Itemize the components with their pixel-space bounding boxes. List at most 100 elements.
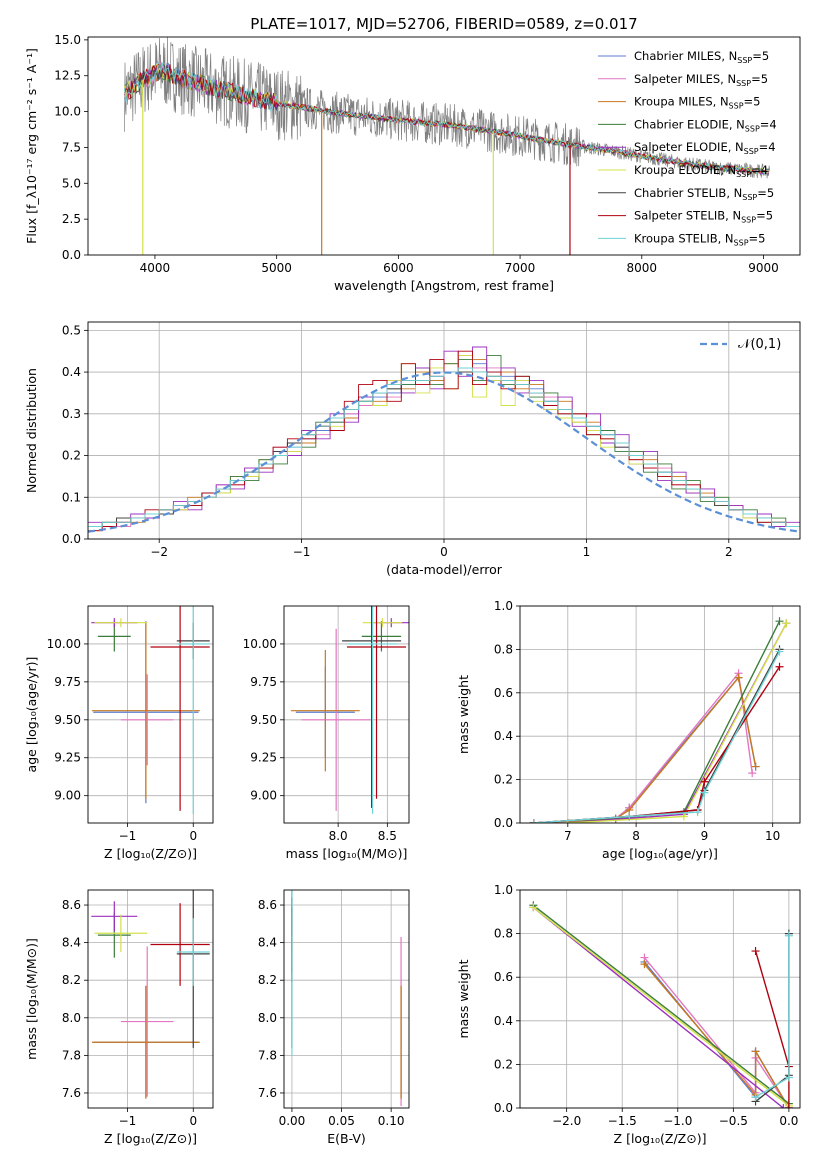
axes-frame bbox=[87, 321, 801, 540]
x-axis-label: wavelength [Angstrom, rest frame] bbox=[334, 278, 554, 293]
x-tick-label: 7000 bbox=[505, 261, 536, 275]
y-tick-label: 8.0 bbox=[258, 1011, 277, 1025]
y-tick-label: 7.5 bbox=[62, 140, 81, 154]
x-tick-label: −1 bbox=[119, 1114, 137, 1128]
y-tick-label: 0.1 bbox=[62, 490, 81, 504]
y-tick-label: 9.00 bbox=[54, 789, 81, 803]
x-tick-label: 9000 bbox=[748, 261, 779, 275]
legend-label: Chabrier STELIB, NSSP=5 bbox=[634, 186, 774, 202]
axes-frame bbox=[519, 605, 801, 824]
x-tick-label: 0.10 bbox=[378, 1114, 405, 1128]
mass-weight-line bbox=[755, 935, 790, 1098]
age-vs-mass-panel-plot-area bbox=[290, 606, 409, 814]
legend-label-subscript: SSP bbox=[742, 193, 757, 202]
x-tick-label: 8 bbox=[632, 829, 640, 843]
legend-label: Salpeter STELIB, NSSP=5 bbox=[634, 209, 773, 225]
y-tick-label: 10.0 bbox=[54, 105, 81, 119]
x-tick-label: 1 bbox=[583, 545, 591, 559]
mass-weight-vs-metallicity-panel-plot-area bbox=[529, 901, 793, 1108]
x-tick-label: 0 bbox=[189, 829, 197, 843]
y-tick-label: 10.00 bbox=[47, 637, 81, 651]
mass-weight-marker bbox=[693, 808, 702, 817]
legend-label-tail: =5 bbox=[744, 95, 761, 109]
mass-weight-marker bbox=[784, 931, 793, 940]
x-tick-label: −1.0 bbox=[663, 1114, 692, 1128]
y-tick-label: 8.0 bbox=[62, 1011, 81, 1025]
mass-weight-line bbox=[567, 623, 787, 823]
age-vs-metallicity-panel: −1 0 9.00 9.25 9.50 9.75 10.00 Z [log₁₀(Z/Z⊙)] a… bbox=[24, 605, 214, 861]
mass-weight-line bbox=[755, 933, 790, 1103]
y-axis-label: Normed distribution bbox=[24, 368, 39, 493]
spectrum-panel: 4000 5000 6000 7000 8000 9000 0.0 2.5 5.0 7.5 10.0… bbox=[24, 33, 801, 293]
y-tick-label: 9.25 bbox=[250, 751, 277, 765]
y-tick-label: 7.8 bbox=[62, 1048, 81, 1062]
legend-label-subscript: SSP bbox=[734, 238, 749, 247]
mass-weight-marker bbox=[751, 1047, 760, 1056]
x-tick-label: 0.00 bbox=[279, 1114, 306, 1128]
x-tick-label: −2.0 bbox=[552, 1114, 581, 1128]
spectrum-plot-area bbox=[124, 37, 770, 255]
x-axis-label: age [log₁₀(age/yr)] bbox=[602, 846, 718, 861]
y-tick-label: 0.4 bbox=[494, 1014, 513, 1028]
mass-weight-marker bbox=[751, 762, 760, 771]
x-tick-label: 2 bbox=[725, 545, 733, 559]
axes-frame bbox=[283, 605, 410, 824]
histogram-panel: −2 −1 0 1 2 0.0 0.1 0.2 0.3 0.4 0.5 (data-model)/er… bbox=[24, 321, 801, 577]
mass-weight-marker bbox=[529, 819, 538, 823]
axes-frame bbox=[87, 889, 214, 1109]
axes-frame bbox=[283, 889, 410, 1109]
legend-label-tail: =4 bbox=[760, 117, 777, 131]
spectrum-legend: Chabrier MILES, NSSP=5 Salpeter MILES, NS… bbox=[598, 49, 777, 247]
y-axis-label: mass [log₁₀(M/M⊙)] bbox=[24, 938, 39, 1060]
y-tick-label: 8.2 bbox=[62, 973, 81, 987]
y-tick-label: 0.5 bbox=[62, 323, 81, 337]
y-tick-label: 8.4 bbox=[62, 936, 81, 950]
mass-weight-marker bbox=[775, 617, 784, 626]
y-axis-label: age [log₁₀(age/yr)] bbox=[24, 657, 39, 773]
x-tick-label: 6000 bbox=[383, 261, 414, 275]
y-tick-label: 0.0 bbox=[494, 1101, 513, 1115]
x-tick-label: 0 bbox=[440, 545, 448, 559]
y-tick-label: 5.0 bbox=[62, 176, 81, 190]
y-tick-label: 7.6 bbox=[258, 1086, 277, 1100]
x-tick-label: −1.5 bbox=[608, 1114, 637, 1128]
x-axis-label: (data-model)/error bbox=[386, 562, 503, 577]
mass-weight-marker bbox=[782, 619, 791, 628]
mass-weight-line bbox=[532, 904, 790, 1105]
y-tick-label: 0.0 bbox=[62, 532, 81, 546]
gaussian-reference-line bbox=[88, 371, 800, 533]
legend-label-tail: =5 bbox=[749, 231, 766, 245]
figure-title: PLATE=1017, MJD=52706, FIBERID=0589, z=0… bbox=[250, 15, 637, 33]
legend-label-tail: =5 bbox=[757, 186, 774, 200]
legend-label-subscript: SSP bbox=[729, 102, 744, 111]
mass-weight-vs-age-panel: 7 8 9 10 0.0 0.2 0.4 0.6 0.8 1.0 age [log₁₀(age/yr… bbox=[456, 599, 801, 861]
age-vs-metallicity-panel-plot-area bbox=[91, 606, 210, 814]
mass-weight-marker bbox=[700, 788, 709, 797]
y-tick-label: 10.00 bbox=[243, 637, 277, 651]
mass-weight-marker bbox=[779, 1104, 788, 1108]
mass-weight-marker bbox=[775, 647, 784, 656]
x-tick-label: 5000 bbox=[261, 261, 292, 275]
y-tick-label: 7.6 bbox=[62, 1086, 81, 1100]
legend-label: Salpeter MILES, NSSP=5 bbox=[634, 72, 768, 88]
y-tick-label: 0.2 bbox=[494, 773, 513, 787]
mass-weight-line bbox=[533, 676, 757, 823]
axes-frame bbox=[87, 36, 801, 256]
legend-label: Kroupa ELODIE, NSSP=4 bbox=[634, 163, 768, 179]
x-tick-label: 10 bbox=[765, 829, 780, 843]
mass-weight-marker bbox=[700, 777, 709, 786]
legend-label-tail: =5 bbox=[756, 209, 773, 223]
y-tick-label: 12.5 bbox=[54, 69, 81, 83]
mass-vs-extinction-panel-plot-area bbox=[291, 890, 402, 1107]
mass-vs-extinction-panel: 0.00 0.05 0.10 7.6 7.8 8.0 8.2 8.4 8.6 E(B-V) bbox=[258, 889, 410, 1146]
mass-vs-metallicity-panel-plot-area bbox=[91, 890, 210, 1099]
axes-frame bbox=[87, 605, 214, 824]
legend-label-tail: =4 bbox=[751, 163, 768, 177]
x-tick-label: −2 bbox=[150, 545, 168, 559]
x-tick-label: 9 bbox=[701, 829, 709, 843]
y-tick-label: 8.4 bbox=[258, 936, 277, 950]
y-tick-label: 1.0 bbox=[494, 599, 513, 613]
legend-label-subscript: SSP bbox=[745, 124, 760, 133]
mass-weight-marker bbox=[784, 1104, 793, 1108]
mass-weight-marker bbox=[640, 960, 649, 969]
